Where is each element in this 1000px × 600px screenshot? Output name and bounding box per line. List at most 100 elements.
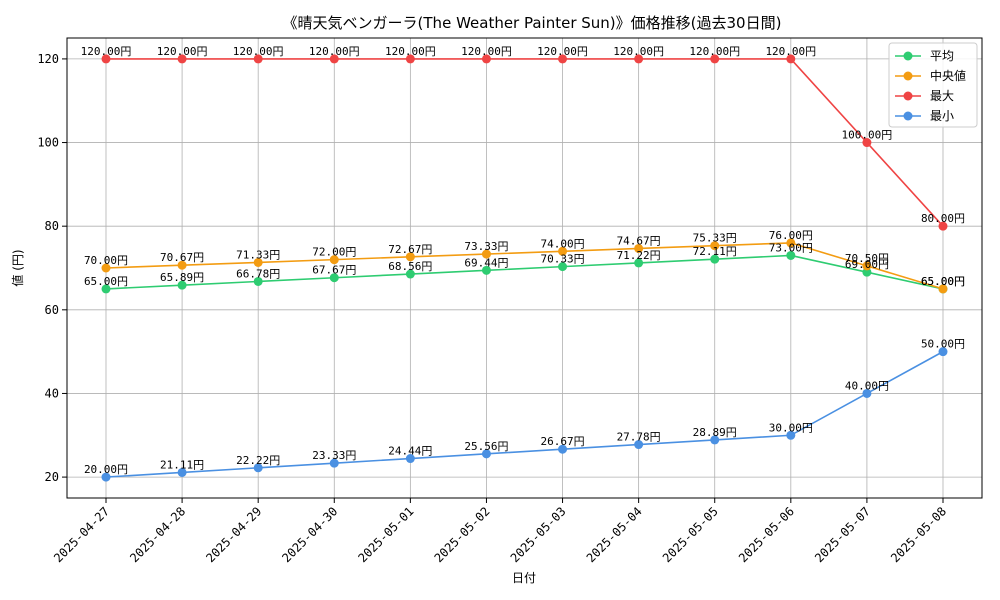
x-tick-label: 2025-04-29: [203, 504, 264, 565]
data-point: [329, 255, 339, 265]
data-label: 27.78円: [617, 431, 661, 444]
x-tick-label: 2025-05-03: [508, 504, 569, 565]
series-line-2: [106, 58, 944, 227]
data-point: [710, 241, 720, 251]
data-point: [101, 54, 111, 64]
x-axis-label: 日付: [512, 571, 536, 585]
data-point: [862, 261, 872, 271]
data-point: [710, 435, 720, 445]
data-point: [329, 458, 339, 468]
data-label: 25.56円: [464, 440, 508, 453]
data-point: [862, 138, 872, 148]
data-label: 120.00円: [765, 45, 816, 58]
data-label: 74.00円: [540, 237, 584, 250]
x-tick-label: 2025-05-04: [584, 504, 645, 565]
legend-label: 最大: [930, 89, 954, 103]
data-point: [862, 267, 872, 277]
data-label: 100.00円: [842, 129, 893, 142]
y-axis-label: 値 (円): [10, 249, 25, 286]
data-label: 73.00円: [769, 241, 813, 254]
data-label: 75.33円: [693, 232, 737, 245]
x-tick-label: 2025-05-06: [736, 504, 797, 565]
y-axis-ticks: 20 40 60 80 100 120: [37, 52, 67, 484]
data-label: 73.33円: [464, 240, 508, 253]
data-label: 71.33円: [236, 248, 280, 261]
data-label: 30.00円: [769, 421, 813, 434]
data-labels: 65.00円 65.89円 66.78円 67.67円 68.56円 69.44円 70.3…: [81, 45, 965, 476]
data-point: [634, 258, 644, 268]
data-point: [634, 243, 644, 253]
data-point: [558, 246, 568, 256]
data-label: 21.11円: [160, 458, 204, 471]
data-point: [786, 430, 796, 440]
y-tick-label: 80: [45, 219, 59, 233]
x-tick-label: 2025-05-08: [888, 504, 949, 565]
data-label: 72.11円: [693, 245, 737, 258]
data-point: [481, 265, 491, 275]
x-tick-label: 2025-05-05: [660, 504, 721, 565]
data-label: 40.00円: [845, 379, 889, 392]
data-label: 68.56円: [388, 260, 432, 273]
legend-swatch-marker: [903, 51, 913, 61]
data-point: [558, 54, 568, 64]
series-line-1: [105, 242, 944, 290]
y-tick-label: 40: [45, 386, 59, 400]
data-label: 24.44円: [388, 445, 432, 458]
legend-swatch-marker: [903, 111, 913, 121]
data-label: 65.00円: [921, 275, 965, 288]
data-point: [938, 347, 948, 357]
data-label: 74.67円: [617, 234, 661, 247]
legend-swatch-marker: [903, 71, 913, 81]
y-tick-label: 100: [37, 136, 59, 150]
data-point: [329, 54, 339, 64]
data-point: [253, 463, 263, 473]
data-point: [634, 440, 644, 450]
data-point: [329, 273, 339, 283]
data-label: 50.00円: [921, 338, 965, 351]
data-point: [177, 467, 187, 477]
y-tick-label: 20: [45, 470, 59, 484]
data-point: [710, 54, 720, 64]
data-point: [253, 257, 263, 267]
data-point: [101, 263, 111, 273]
legend-label: 最小: [930, 109, 954, 123]
data-label: 71.22円: [617, 249, 661, 262]
data-label: 70.67円: [160, 251, 204, 264]
data-point: [481, 54, 491, 64]
data-label: 66.78円: [236, 267, 280, 280]
data-label: 69.00円: [845, 258, 889, 271]
data-point: [253, 54, 263, 64]
data-point: [481, 449, 491, 459]
x-tick-label: 2025-05-02: [432, 504, 493, 565]
x-tick-label: 2025-05-07: [812, 504, 873, 565]
data-label: 28.89円: [693, 426, 737, 439]
data-point: [710, 254, 720, 264]
data-point: [558, 444, 568, 454]
data-label: 20.00円: [84, 463, 128, 476]
data-point: [938, 221, 948, 231]
data-point: [481, 249, 491, 259]
series-lines: [101, 54, 948, 482]
data-point: [786, 238, 796, 248]
data-point: [786, 54, 796, 64]
data-label: 65.00円: [84, 275, 128, 288]
data-point: [938, 284, 948, 294]
data-label: 120.00円: [537, 45, 588, 58]
series-line-0: [105, 254, 944, 290]
legend-label: 中央値: [930, 68, 966, 83]
data-point: [253, 276, 263, 286]
data-label: 120.00円: [461, 45, 512, 58]
x-tick-label: 2025-04-27: [51, 504, 112, 565]
data-label: 120.00円: [385, 45, 436, 58]
data-label: 70.33円: [540, 253, 584, 266]
data-point: [177, 54, 187, 64]
y-tick-label: 120: [37, 52, 59, 66]
data-label: 120.00円: [613, 45, 664, 58]
data-label: 120.00円: [81, 45, 132, 58]
data-label: 120.00円: [689, 45, 740, 58]
data-label: 65.89円: [160, 271, 204, 284]
plot-area-frame: [66, 37, 983, 499]
